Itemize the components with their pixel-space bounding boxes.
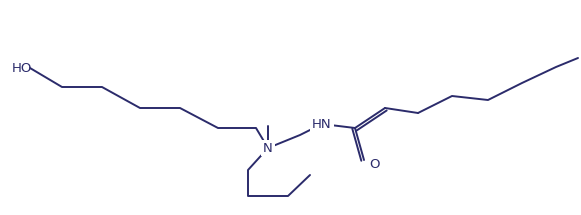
Text: N: N [263,141,273,155]
Text: HN: HN [312,118,332,131]
Text: O: O [370,158,380,170]
Text: HO: HO [12,61,33,75]
